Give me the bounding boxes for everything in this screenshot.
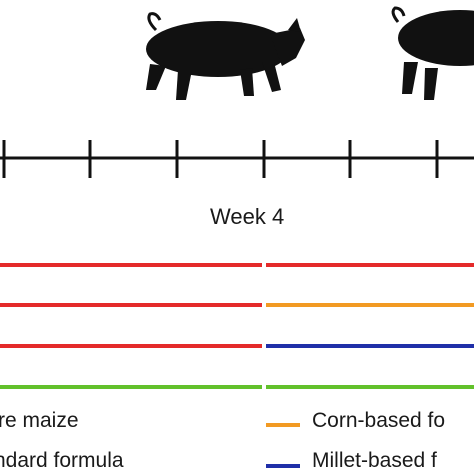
legend-label-corn-based: Corn-based fo [312, 409, 446, 432]
legend-label-millet-based: Millet-based f [312, 449, 437, 472]
timeline-axis [0, 140, 474, 178]
legend-label-standard-formula: ndard formula [0, 449, 124, 472]
pig-icon [391, 6, 474, 100]
diet-lines [0, 263, 474, 389]
legend-label-maize: re maize [0, 409, 79, 432]
week-label: Week 4 [210, 204, 285, 229]
pig-icon [146, 12, 305, 100]
